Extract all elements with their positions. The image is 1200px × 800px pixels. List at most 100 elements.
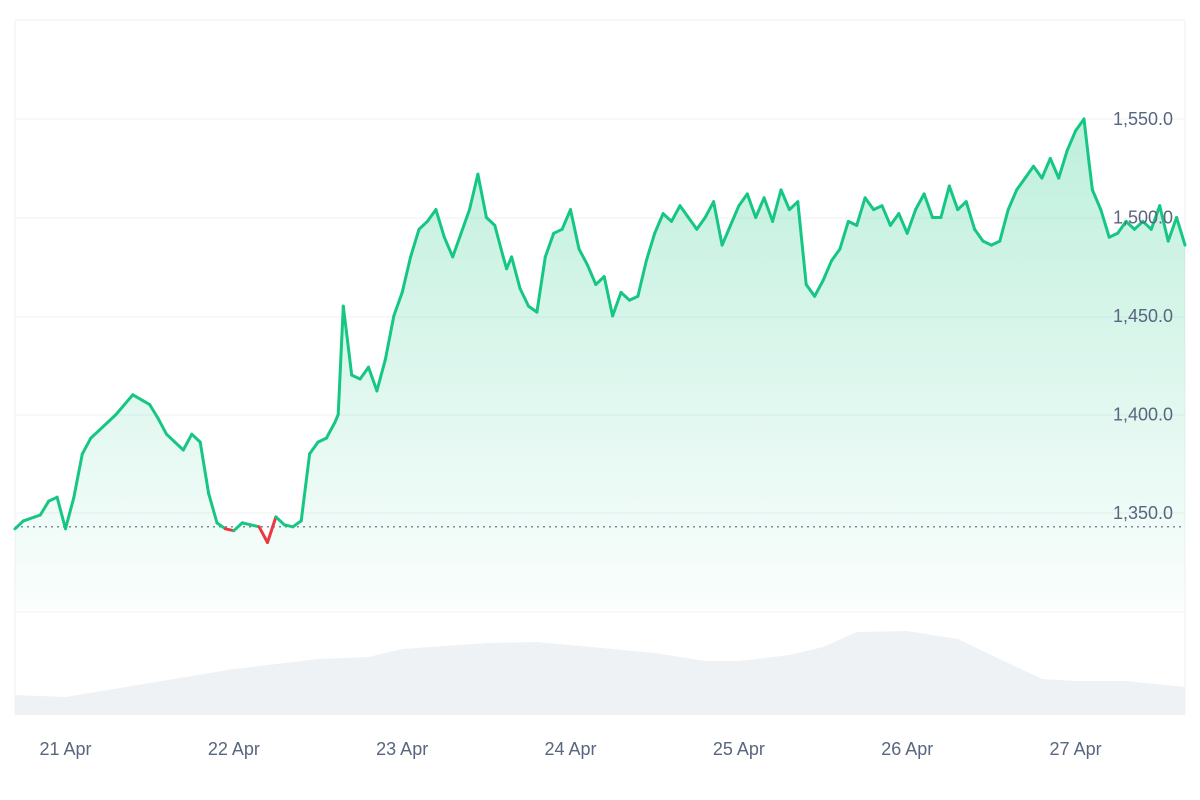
- volume-area: [15, 631, 1185, 715]
- price-segment: [38, 499, 51, 517]
- price-segment: [336, 304, 345, 416]
- price-segment: [21, 513, 42, 523]
- price-segment: [1087, 160, 1094, 192]
- price-segment: [1032, 164, 1044, 180]
- price-segment: [939, 184, 951, 219]
- price-segment: [1107, 231, 1120, 239]
- price-segment: [1015, 176, 1027, 192]
- price-segment: [232, 521, 244, 533]
- price-segment: [484, 216, 497, 227]
- price-segment: [737, 192, 749, 208]
- price-segment: [442, 235, 455, 259]
- price-segment: [1023, 164, 1035, 180]
- price-segment: [89, 428, 101, 440]
- price-segment: [156, 416, 168, 436]
- price-segment: [1040, 156, 1052, 180]
- x-tick-label: 22 Apr: [208, 739, 260, 759]
- price-segment: [165, 432, 177, 444]
- price-segment: [1175, 216, 1187, 247]
- price-segment: [653, 212, 665, 235]
- price-segment: [1057, 149, 1069, 180]
- price-segment: [880, 204, 892, 227]
- x-tick-label: 27 Apr: [1050, 739, 1102, 759]
- volume-area-layer: [15, 631, 1185, 715]
- price-segment: [628, 294, 640, 302]
- price-segment: [720, 223, 732, 247]
- price-segment: [1158, 204, 1170, 243]
- price-segment: [611, 290, 623, 318]
- price-segment: [712, 200, 724, 247]
- price-segment: [198, 440, 211, 495]
- price-segment: [80, 436, 93, 456]
- price-segment: [400, 255, 413, 294]
- price-segment: [661, 212, 673, 223]
- price-segment: [114, 393, 135, 416]
- price-segment: [787, 200, 800, 212]
- price-segment: [1082, 117, 1091, 164]
- price-segment: [619, 290, 631, 302]
- price-segment: [670, 204, 682, 223]
- x-tick-label: 23 Apr: [376, 739, 428, 759]
- price-segment: [358, 365, 370, 381]
- price-segment: [855, 196, 867, 227]
- price-segment: [535, 255, 547, 314]
- price-segment: [888, 212, 901, 227]
- price-segment: [905, 208, 918, 235]
- price-segment: [897, 212, 909, 235]
- price-segment: [266, 515, 278, 544]
- price-segment: [686, 216, 699, 231]
- price-segment: [830, 247, 842, 263]
- price-segment: [813, 279, 825, 298]
- price-segment: [821, 259, 833, 282]
- price-segment: [383, 314, 396, 361]
- x-tick-label: 21 Apr: [39, 739, 91, 759]
- price-segment: [518, 286, 530, 308]
- price-segment: [173, 440, 185, 452]
- price-segment: [560, 208, 572, 231]
- price-segment: [872, 204, 884, 212]
- price-segment: [493, 223, 505, 259]
- price-segment: [796, 200, 808, 286]
- price-segment: [956, 200, 968, 212]
- price-segment: [207, 491, 219, 525]
- price-segment: [577, 247, 589, 267]
- price-segment: [771, 188, 783, 223]
- price-segment: [181, 432, 194, 452]
- price-segment: [308, 440, 320, 456]
- price-segment: [636, 259, 648, 298]
- price-segment: [131, 393, 152, 407]
- price-segment: [914, 192, 926, 212]
- price-segment: [1116, 219, 1128, 235]
- price-area-fill: [15, 119, 1185, 610]
- y-tick-label: 1,350.0: [1113, 503, 1173, 523]
- x-tick-label: 26 Apr: [881, 739, 933, 759]
- price-segment: [922, 192, 934, 219]
- price-segment: [762, 196, 775, 223]
- price-segment: [543, 231, 556, 259]
- y-tick-label: 1,550.0: [1113, 109, 1173, 129]
- price-segment: [703, 200, 716, 219]
- price-segment: [274, 515, 286, 527]
- price-segment: [476, 172, 488, 219]
- x-tick-label: 24 Apr: [545, 739, 597, 759]
- price-segment: [451, 231, 463, 259]
- price-line-layer: [13, 117, 1187, 544]
- price-segment: [367, 365, 379, 393]
- price-segment: [341, 304, 354, 377]
- price-segment: [754, 196, 766, 219]
- price-segment: [585, 263, 598, 286]
- price-segment: [973, 227, 985, 243]
- price-segment: [695, 216, 707, 231]
- price-segment: [1090, 188, 1103, 212]
- price-segment: [594, 275, 606, 286]
- price-segment: [678, 204, 690, 219]
- price-segment: [1166, 216, 1179, 243]
- x-tick-label: 25 Apr: [713, 739, 765, 759]
- price-segment: [989, 239, 1002, 247]
- price-segment: [316, 436, 328, 444]
- price-segment: [291, 519, 303, 529]
- price-segment: [729, 204, 741, 227]
- price-segment: [947, 184, 960, 212]
